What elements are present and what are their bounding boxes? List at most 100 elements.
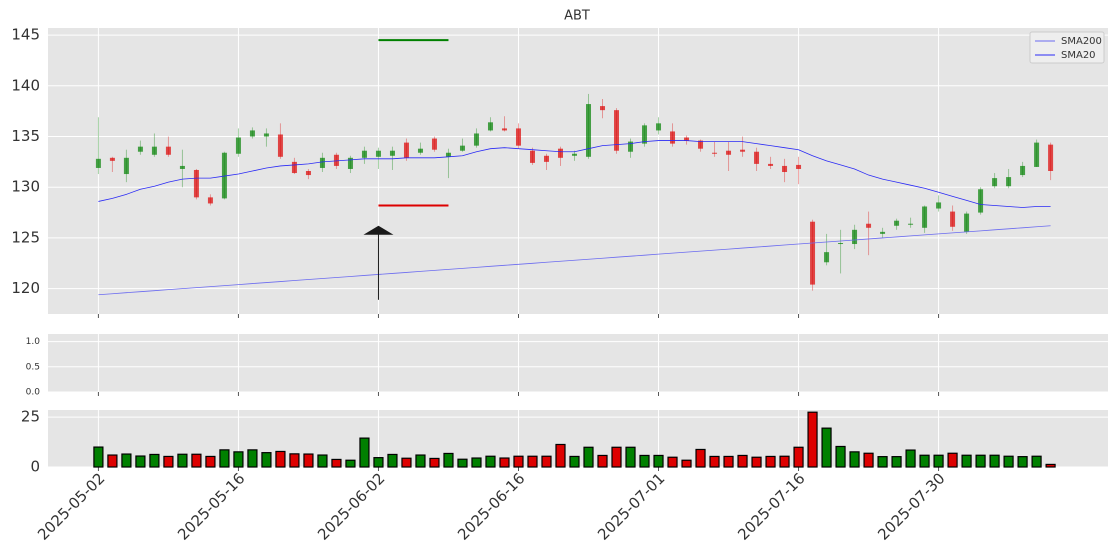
volume-bar [191, 453, 202, 468]
candle-body [361, 150, 367, 158]
volume-bar [863, 452, 874, 468]
candle-body [347, 157, 353, 169]
volume-bar [205, 455, 216, 468]
candle-body [487, 122, 493, 131]
candle-body [375, 150, 381, 157]
volume-bar [121, 453, 132, 468]
candle-body [179, 165, 185, 169]
candle-body [165, 146, 171, 155]
volume-bar [471, 457, 482, 468]
x-tick-label: 2025-06-02 [314, 469, 388, 543]
volume-bar [401, 457, 412, 468]
candle-body [1048, 144, 1054, 171]
candle-body [319, 157, 325, 168]
y-tick-label: 0.5 [26, 362, 40, 372]
volume-bar [149, 453, 160, 468]
y-tick-label: 130 [11, 178, 40, 196]
candle-body [193, 169, 199, 198]
volume-bar [317, 454, 328, 468]
y-tick-label: 125 [11, 228, 40, 246]
candle-body [389, 150, 395, 156]
volume-bar [107, 454, 118, 468]
volume-bar [877, 456, 888, 468]
candle-body [656, 123, 662, 131]
candle-body [1020, 165, 1026, 176]
volume-bar [1031, 455, 1042, 468]
volume-bar [275, 450, 286, 468]
candle-body [501, 128, 507, 131]
y-tick-label: 0.0 [26, 388, 41, 398]
candle-body [473, 133, 479, 146]
candle-body [628, 141, 634, 152]
sma-line [98, 140, 1051, 208]
volume-bar [905, 449, 916, 468]
candle-body [1034, 142, 1040, 167]
volume-bar [331, 458, 342, 468]
candle-body [95, 158, 101, 168]
volume-bar [247, 449, 258, 468]
candle-body [207, 197, 213, 204]
volume-bar [653, 454, 664, 468]
volume-bar [835, 445, 846, 468]
candle-body [936, 202, 942, 209]
volume-bar [947, 452, 958, 468]
candle-body [571, 153, 577, 156]
volume-bar [569, 455, 580, 468]
y-tick-label: 0 [30, 458, 40, 476]
candle-body [417, 148, 423, 153]
volume-bar [499, 457, 510, 468]
volume-bar [303, 453, 314, 468]
volume-bar [429, 457, 440, 468]
candle-body [515, 128, 521, 146]
candle-body [908, 223, 914, 225]
candle-body [600, 106, 606, 111]
candle-body [529, 150, 535, 163]
volume-bar [849, 451, 860, 468]
legend: SMA200 SMA20 [1029, 31, 1105, 64]
y-tick-label: 25 [21, 408, 40, 426]
candle-body [922, 206, 928, 228]
legend-label: SMA200 [1061, 36, 1102, 47]
volume-bar [625, 446, 636, 468]
volume-bar [219, 449, 230, 468]
volume-bar [793, 446, 804, 468]
y-tick-label: 1.0 [26, 337, 41, 347]
arrow-head [363, 225, 394, 235]
candle-body [305, 171, 311, 176]
volume-bar [555, 443, 566, 468]
candle-body [235, 137, 241, 154]
volume-bar [163, 455, 174, 468]
volume-bar [359, 437, 370, 468]
candle-body [782, 165, 788, 173]
volume-bar [737, 454, 748, 468]
candle-body [964, 213, 970, 232]
candle-body [712, 152, 718, 154]
plot-area [48, 334, 1108, 392]
volume-bar [289, 453, 300, 468]
y-tick-label: 120 [11, 279, 40, 297]
volume-bar [541, 455, 552, 468]
volume-bar [821, 427, 832, 468]
volume-bar [583, 446, 594, 468]
x-tick-label: 2025-07-30 [874, 469, 948, 543]
volume-bar [975, 454, 986, 468]
x-tick-label: 2025-07-16 [734, 469, 808, 543]
y-tick-label: 135 [11, 127, 40, 145]
candle-body [137, 146, 143, 152]
candle-body [684, 137, 690, 141]
sma-line [98, 225, 1051, 296]
volume-bar [177, 453, 188, 468]
candle-body [866, 223, 872, 228]
legend-label: SMA20 [1061, 50, 1096, 61]
candle-body [810, 221, 816, 285]
candle-body [263, 133, 269, 137]
volume-bar [765, 455, 776, 468]
candle-body [698, 140, 704, 149]
candle-body [852, 229, 858, 245]
volume-bar [961, 454, 972, 468]
volume-bar [695, 448, 706, 468]
candle-body [768, 163, 774, 166]
candle-body [880, 231, 886, 234]
volume-bar [233, 451, 244, 468]
volume-bar [807, 411, 818, 468]
